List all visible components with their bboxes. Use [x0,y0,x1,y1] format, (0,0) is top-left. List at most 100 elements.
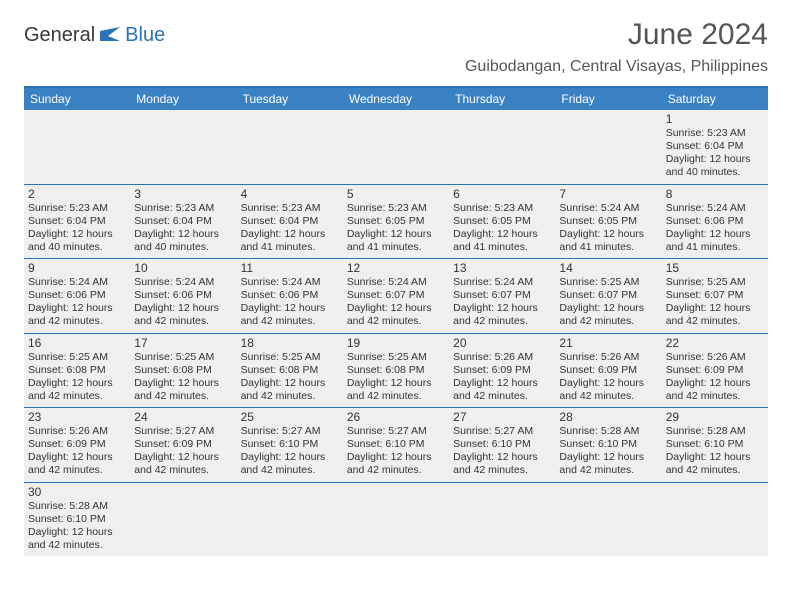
day-cell: 26Sunrise: 5:27 AMSunset: 6:10 PMDayligh… [343,408,449,482]
daylight-line: Daylight: 12 hours and 41 minutes. [453,228,551,254]
day-cell: 6Sunrise: 5:23 AMSunset: 6:05 PMDaylight… [449,185,555,259]
day-cell-empty [130,483,236,557]
week-row: 30Sunrise: 5:28 AMSunset: 6:10 PMDayligh… [24,483,768,557]
weekday-thursday: Thursday [449,88,555,110]
sunrise-line: Sunrise: 5:25 AM [241,351,339,364]
day-cell: 25Sunrise: 5:27 AMSunset: 6:10 PMDayligh… [237,408,343,482]
sunset-line: Sunset: 6:08 PM [347,364,445,377]
location-subtitle: Guibodangan, Central Visayas, Philippine… [465,58,768,76]
day-cell: 17Sunrise: 5:25 AMSunset: 6:08 PMDayligh… [130,334,236,408]
sunrise-line: Sunrise: 5:25 AM [666,276,764,289]
daylight-line: Daylight: 12 hours and 42 minutes. [134,302,232,328]
sunset-line: Sunset: 6:09 PM [666,364,764,377]
sunrise-line: Sunrise: 5:24 AM [241,276,339,289]
day-cell: 16Sunrise: 5:25 AMSunset: 6:08 PMDayligh… [24,334,130,408]
daylight-line: Daylight: 12 hours and 42 minutes. [559,451,657,477]
daylight-line: Daylight: 12 hours and 42 minutes. [241,302,339,328]
day-cell-empty [555,110,661,184]
sunrise-line: Sunrise: 5:25 AM [347,351,445,364]
day-cell: 20Sunrise: 5:26 AMSunset: 6:09 PMDayligh… [449,334,555,408]
sunset-line: Sunset: 6:06 PM [28,289,126,302]
sunrise-line: Sunrise: 5:26 AM [453,351,551,364]
day-cell-empty [662,483,768,557]
daylight-line: Daylight: 12 hours and 41 minutes. [347,228,445,254]
sunrise-line: Sunrise: 5:23 AM [28,202,126,215]
weekday-header-row: SundayMondayTuesdayWednesdayThursdayFrid… [24,88,768,110]
sunset-line: Sunset: 6:10 PM [666,438,764,451]
daylight-line: Daylight: 12 hours and 42 minutes. [347,451,445,477]
day-number: 1 [666,112,764,126]
day-cell: 22Sunrise: 5:26 AMSunset: 6:09 PMDayligh… [662,334,768,408]
day-cell: 29Sunrise: 5:28 AMSunset: 6:10 PMDayligh… [662,408,768,482]
day-number: 24 [134,410,232,424]
day-cell-empty [343,110,449,184]
day-cell: 9Sunrise: 5:24 AMSunset: 6:06 PMDaylight… [24,259,130,333]
weekday-wednesday: Wednesday [343,88,449,110]
day-cell: 5Sunrise: 5:23 AMSunset: 6:05 PMDaylight… [343,185,449,259]
sunrise-line: Sunrise: 5:27 AM [453,425,551,438]
day-cell: 18Sunrise: 5:25 AMSunset: 6:08 PMDayligh… [237,334,343,408]
daylight-line: Daylight: 12 hours and 42 minutes. [347,302,445,328]
day-number: 15 [666,261,764,275]
logo-flag-icon [100,27,122,45]
day-cell: 21Sunrise: 5:26 AMSunset: 6:09 PMDayligh… [555,334,661,408]
sunrise-line: Sunrise: 5:28 AM [559,425,657,438]
sunset-line: Sunset: 6:10 PM [559,438,657,451]
day-number: 2 [28,187,126,201]
day-number: 17 [134,336,232,350]
week-row: 16Sunrise: 5:25 AMSunset: 6:08 PMDayligh… [24,334,768,409]
sunrise-line: Sunrise: 5:24 AM [28,276,126,289]
sunset-line: Sunset: 6:06 PM [134,289,232,302]
daylight-line: Daylight: 12 hours and 42 minutes. [28,377,126,403]
sunrise-line: Sunrise: 5:26 AM [559,351,657,364]
sunrise-line: Sunrise: 5:23 AM [453,202,551,215]
daylight-line: Daylight: 12 hours and 42 minutes. [28,302,126,328]
day-number: 8 [666,187,764,201]
daylight-line: Daylight: 12 hours and 42 minutes. [453,451,551,477]
sunset-line: Sunset: 6:07 PM [453,289,551,302]
daylight-line: Daylight: 12 hours and 42 minutes. [347,377,445,403]
daylight-line: Daylight: 12 hours and 40 minutes. [28,228,126,254]
day-number: 10 [134,261,232,275]
sunset-line: Sunset: 6:09 PM [559,364,657,377]
day-number: 18 [241,336,339,350]
sunrise-line: Sunrise: 5:23 AM [134,202,232,215]
sunset-line: Sunset: 6:09 PM [28,438,126,451]
sunset-line: Sunset: 6:05 PM [453,215,551,228]
daylight-line: Daylight: 12 hours and 42 minutes. [241,451,339,477]
sunset-line: Sunset: 6:05 PM [559,215,657,228]
sunrise-line: Sunrise: 5:28 AM [666,425,764,438]
sunrise-line: Sunrise: 5:25 AM [28,351,126,364]
sunrise-line: Sunrise: 5:23 AM [666,127,764,140]
sunrise-line: Sunrise: 5:26 AM [666,351,764,364]
day-cell-empty [449,483,555,557]
sunrise-line: Sunrise: 5:26 AM [28,425,126,438]
day-number: 6 [453,187,551,201]
sunrise-line: Sunrise: 5:24 AM [559,202,657,215]
daylight-line: Daylight: 12 hours and 42 minutes. [666,377,764,403]
sunset-line: Sunset: 6:08 PM [134,364,232,377]
week-row: 1Sunrise: 5:23 AMSunset: 6:04 PMDaylight… [24,110,768,185]
day-cell-empty [449,110,555,184]
day-number: 25 [241,410,339,424]
daylight-line: Daylight: 12 hours and 42 minutes. [559,302,657,328]
weekday-monday: Monday [130,88,236,110]
sunrise-line: Sunrise: 5:24 AM [453,276,551,289]
day-number: 3 [134,187,232,201]
daylight-line: Daylight: 12 hours and 40 minutes. [134,228,232,254]
day-cell: 13Sunrise: 5:24 AMSunset: 6:07 PMDayligh… [449,259,555,333]
week-row: 2Sunrise: 5:23 AMSunset: 6:04 PMDaylight… [24,185,768,260]
day-cell: 10Sunrise: 5:24 AMSunset: 6:06 PMDayligh… [130,259,236,333]
day-number: 30 [28,485,126,499]
day-number: 27 [453,410,551,424]
calendar: SundayMondayTuesdayWednesdayThursdayFrid… [24,86,768,556]
sunset-line: Sunset: 6:07 PM [347,289,445,302]
day-cell: 7Sunrise: 5:24 AMSunset: 6:05 PMDaylight… [555,185,661,259]
daylight-line: Daylight: 12 hours and 42 minutes. [666,302,764,328]
day-cell: 24Sunrise: 5:27 AMSunset: 6:09 PMDayligh… [130,408,236,482]
sunset-line: Sunset: 6:04 PM [28,215,126,228]
daylight-line: Daylight: 12 hours and 42 minutes. [453,302,551,328]
day-number: 26 [347,410,445,424]
day-cell: 27Sunrise: 5:27 AMSunset: 6:10 PMDayligh… [449,408,555,482]
weekday-tuesday: Tuesday [237,88,343,110]
